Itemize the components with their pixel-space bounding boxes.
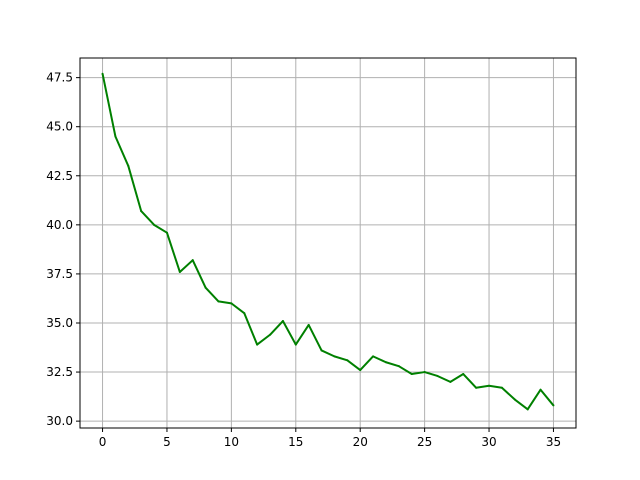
grid-lines [80, 58, 576, 428]
y-tick-label: 40.0 [46, 218, 73, 232]
data-point [178, 270, 181, 273]
x-tick-label: 35 [546, 435, 561, 449]
y-tick-label: 45.0 [46, 120, 73, 134]
data-point [153, 223, 156, 226]
x-tick-label: 10 [224, 435, 239, 449]
data-point [526, 408, 529, 411]
data-point [101, 72, 104, 75]
data-point [217, 300, 220, 303]
data-point [204, 286, 207, 289]
data-point [294, 343, 297, 346]
data-point [436, 374, 439, 377]
y-tick-label: 47.5 [46, 71, 73, 85]
data-point [475, 386, 478, 389]
x-tick-label: 25 [417, 435, 432, 449]
data-point [462, 373, 465, 376]
x-tick-label: 5 [163, 435, 171, 449]
data-point [397, 365, 400, 368]
y-tick-label: 35.0 [46, 316, 73, 330]
data-point [552, 404, 555, 407]
y-tick-label: 37.5 [46, 267, 73, 281]
data-point [410, 373, 413, 376]
data-point [384, 361, 387, 364]
axes-frame [79, 57, 577, 429]
series-line [101, 73, 555, 411]
data-point [281, 320, 284, 323]
data-point [191, 259, 194, 262]
data-point [230, 302, 233, 305]
data-point [359, 369, 362, 372]
data-point [488, 384, 491, 387]
data-point [372, 355, 375, 358]
data-point [269, 333, 272, 336]
x-tick-label: 15 [288, 435, 303, 449]
data-point [243, 312, 246, 315]
data-point [500, 386, 503, 389]
plot-area-background [80, 58, 576, 428]
data-point [513, 398, 516, 401]
data-point [114, 135, 117, 138]
y-axis: 30.0 32.5 35.0 37.5 40.0 42.5 45.0 47.5 [46, 71, 80, 428]
x-tick-label: 30 [481, 435, 496, 449]
data-point [165, 231, 168, 234]
x-axis: 0 5 10 15 20 25 30 35 [99, 428, 561, 449]
data-point [449, 380, 452, 383]
y-tick-label: 42.5 [46, 169, 73, 183]
series-layer [101, 72, 555, 411]
data-point [320, 349, 323, 352]
data-point [127, 164, 130, 167]
data-point [307, 323, 310, 326]
data-point [346, 359, 349, 362]
data-point [140, 210, 143, 213]
data-point [256, 343, 259, 346]
data-point [333, 355, 336, 358]
data-point [539, 388, 542, 391]
y-tick-label: 30.0 [46, 414, 73, 428]
data-point [423, 371, 426, 374]
y-tick-label: 32.5 [46, 365, 73, 379]
x-tick-label: 20 [353, 435, 368, 449]
x-tick-label: 0 [99, 435, 107, 449]
